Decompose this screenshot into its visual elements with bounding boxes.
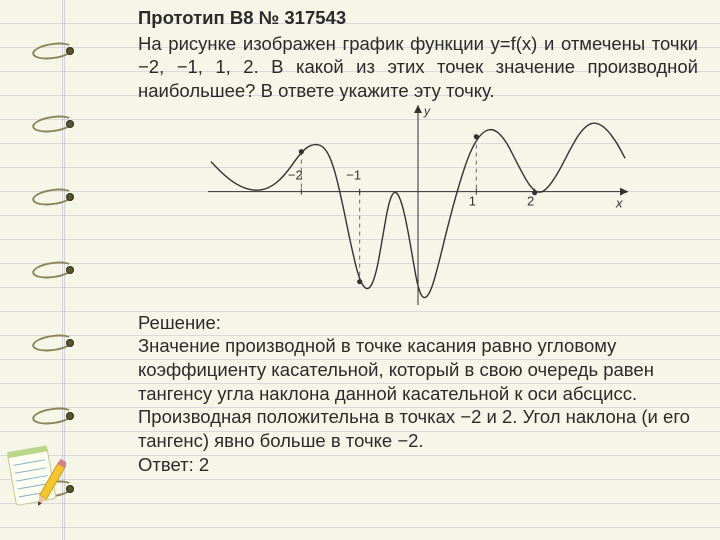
svg-text:x: x <box>615 195 623 210</box>
svg-text:−2: −2 <box>288 167 303 182</box>
answer-line: Ответ: 2 <box>138 453 698 477</box>
svg-text:y: y <box>423 105 431 118</box>
svg-text:2: 2 <box>527 193 534 208</box>
content-area: Прототип B8 № 317543 На рисунке изображе… <box>138 6 698 540</box>
solution-body: Значение производной в точке касания рав… <box>138 334 698 452</box>
solution-header: Решение: <box>138 311 698 335</box>
notepad-icon <box>2 440 66 516</box>
svg-text:1: 1 <box>469 193 476 208</box>
problem-text: На рисунке изображен график функции y=f(… <box>138 32 698 103</box>
problem-title: Прототип B8 № 317543 <box>138 6 698 30</box>
svg-text:−1: −1 <box>346 167 361 182</box>
function-graph: y x −2 −1 1 2 <box>208 105 628 305</box>
